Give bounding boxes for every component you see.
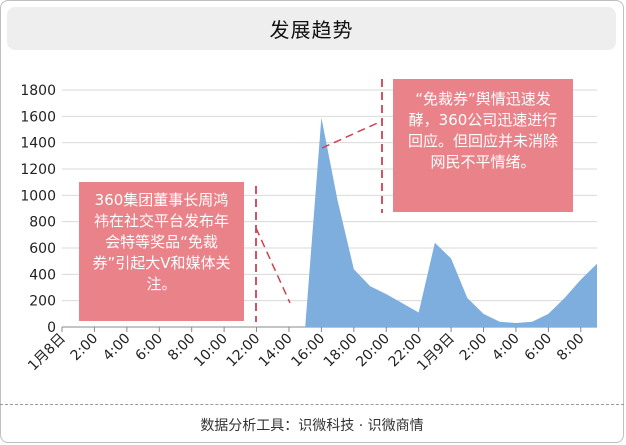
y-tick-label: 1000 xyxy=(20,188,56,204)
x-tick-label: 6:00 xyxy=(522,331,556,365)
footer-credit: 数据分析工具：识微科技 · 识微商情 xyxy=(0,404,624,444)
x-tick-label: 8:00 xyxy=(554,331,588,365)
y-tick-label: 600 xyxy=(29,241,56,257)
y-tick-label: 1400 xyxy=(20,136,56,152)
x-tick-label: 18:00 xyxy=(321,331,361,371)
y-tick-label: 400 xyxy=(29,267,56,283)
x-tick-label: 14:00 xyxy=(256,331,296,371)
x-tick-label: 2:00 xyxy=(457,331,491,365)
connector-right xyxy=(321,120,383,149)
y-tick-label: 1800 xyxy=(20,83,56,99)
x-tick-label: 16:00 xyxy=(288,331,328,371)
x-tick-label: 10:00 xyxy=(191,331,231,371)
y-tick-label: 800 xyxy=(29,215,56,231)
x-tick-label: 1月8日 xyxy=(25,331,69,375)
x-tick-label: 2:00 xyxy=(68,331,102,365)
y-tick-label: 200 xyxy=(29,294,56,310)
annotation-left: 360集团董事长周鸿祎在社交平台发布年会特等奖品“免裁券”引起大V和媒体关注。 xyxy=(79,182,244,321)
chart-title: 发展趋势 xyxy=(7,7,616,50)
x-tick-label: 4:00 xyxy=(100,331,134,365)
series-area xyxy=(62,117,597,328)
x-tick-label: 12:00 xyxy=(224,331,264,371)
x-tick-label: 20:00 xyxy=(353,331,393,371)
x-tick-label: 6:00 xyxy=(133,331,167,365)
x-tick-label: 1月9日 xyxy=(414,331,458,375)
connector-left xyxy=(255,227,291,304)
y-tick-label: 1200 xyxy=(20,162,56,178)
x-tick-label: 4:00 xyxy=(489,331,523,365)
y-tick-label: 0 xyxy=(47,320,56,336)
y-tick-label: 1600 xyxy=(20,109,56,125)
annotation-right: “免裁券”舆情迅速发酵，360公司迅速进行回应。但回应并未消除网民不平情绪。 xyxy=(393,79,573,212)
